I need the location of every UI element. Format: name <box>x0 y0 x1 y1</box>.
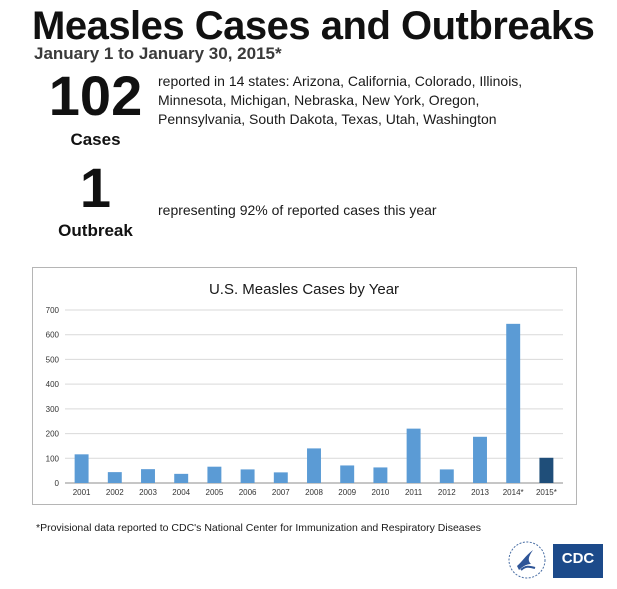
bar-2003 <box>141 469 155 483</box>
outbreak-count: 1 <box>79 156 112 219</box>
cdc-logo-text: CDC <box>561 550 595 567</box>
x-tick-label: 2012 <box>438 488 456 497</box>
x-tick-label: 2011 <box>405 488 423 497</box>
x-tick-label: 2005 <box>206 488 224 497</box>
outbreak-label: Outbreak <box>58 221 133 240</box>
measles-chart: U.S. Measles Cases by Year 0 100 200 300 400… <box>32 267 577 505</box>
x-tick-label: 2002 <box>106 488 124 497</box>
cases-label: Cases <box>70 130 121 149</box>
cdc-logo: CDC <box>553 544 603 578</box>
logo-group: CDC <box>507 540 607 582</box>
bar-2011 <box>406 428 421 483</box>
y-tick-label: 0 <box>55 479 60 488</box>
x-tick-label: 2009 <box>338 488 356 497</box>
bar-2005 <box>207 466 222 483</box>
x-tick-label: 2001 <box>73 488 91 497</box>
chart-title: U.S. Measles Cases by Year <box>209 281 399 298</box>
y-tick-label: 400 <box>46 380 60 389</box>
bar-2009 <box>340 465 355 483</box>
y-tick-label: 500 <box>46 355 60 364</box>
x-tick-label: 2015* <box>536 488 557 497</box>
x-tick-label: 2014* <box>503 488 524 497</box>
page-subtitle: January 1 to January 30, 2015* <box>34 44 282 63</box>
y-tick-label: 300 <box>46 405 60 414</box>
x-tick-label: 2006 <box>239 488 257 497</box>
bar-2006 <box>240 469 255 483</box>
y-tick-label: 600 <box>46 331 60 340</box>
x-tick-label: 2013 <box>471 488 489 497</box>
bar-2014 <box>506 323 521 483</box>
hhs-eagle-icon <box>508 541 546 579</box>
bar-2004 <box>174 473 189 483</box>
x-tick-label: 2008 <box>305 488 323 497</box>
page-title: Measles Cases and Outbreaks <box>32 4 595 48</box>
x-tick-label: 2007 <box>272 488 290 497</box>
cases-count: 102 <box>48 64 143 127</box>
chart-svg: U.S. Measles Cases by Year 0 100 200 300 400… <box>46 281 563 497</box>
bar-2015 <box>539 457 554 483</box>
bar-2012 <box>439 469 454 483</box>
y-tick-label: 700 <box>46 306 60 315</box>
bar-2008 <box>307 448 321 483</box>
y-tick-label: 200 <box>46 430 60 439</box>
x-tick-label: 2010 <box>372 488 390 497</box>
bar-2007 <box>273 472 288 483</box>
outbreak-description: representing 92% of reported cases this … <box>158 202 437 218</box>
bar-2001 <box>74 454 89 483</box>
bar-2002 <box>107 472 122 483</box>
bar-2013 <box>473 436 487 483</box>
cases-description: reported in 14 states: Arizona, Californ… <box>158 73 523 127</box>
x-tick-label: 2004 <box>172 488 190 497</box>
bar-2010 <box>373 467 388 483</box>
x-tick-label: 2003 <box>139 488 157 497</box>
footnote: *Provisional data reported to CDC's Nati… <box>36 522 481 534</box>
y-tick-label: 100 <box>46 454 60 463</box>
